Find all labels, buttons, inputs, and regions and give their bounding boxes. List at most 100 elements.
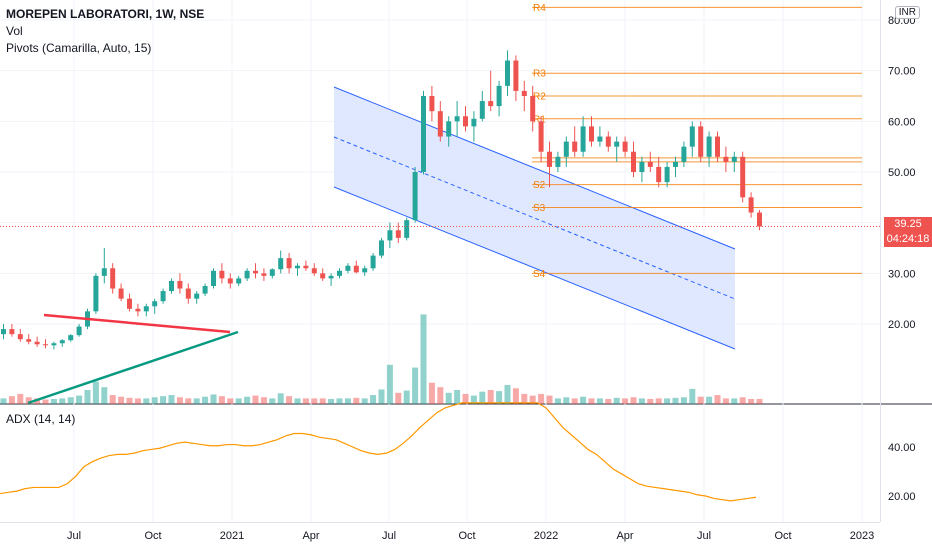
pivots-indicator-label[interactable]: Pivots (Camarilla, Auto, 15) <box>6 41 152 55</box>
volume-bar <box>353 397 360 404</box>
candle-body <box>160 291 166 302</box>
volume-bar <box>50 398 57 404</box>
volume-bar <box>697 396 704 404</box>
candle-body <box>740 156 746 198</box>
candle-body <box>395 230 401 238</box>
channel-fill <box>334 87 735 349</box>
pivot-label-r4: R4 <box>533 3 546 14</box>
volume-bar <box>202 396 209 404</box>
volume-bar <box>479 391 486 404</box>
volume-bar <box>176 397 183 404</box>
candle-body <box>76 326 82 336</box>
currency-label[interactable]: INR <box>894 6 920 19</box>
candle-body <box>311 268 317 274</box>
candle-body <box>253 270 258 274</box>
volume-bar <box>512 388 519 404</box>
candle-body <box>59 340 65 344</box>
volume-bar <box>244 396 251 404</box>
candle-body <box>622 141 628 152</box>
candle-body <box>412 172 418 221</box>
time-tick-label: 2023 <box>850 530 874 542</box>
time-tick-label: Oct <box>774 530 791 542</box>
pivot-label-r1: R1 <box>533 114 546 125</box>
volume-bar <box>84 390 91 404</box>
candle-body <box>43 344 48 346</box>
symbol-title[interactable]: MOREPEN LABORATORI, 1W, NSE <box>6 7 205 21</box>
volume-bar <box>134 398 141 404</box>
volume-bar <box>714 395 721 404</box>
volume-bar <box>731 398 738 404</box>
volume-bar <box>412 367 419 404</box>
volume-bar <box>67 397 74 404</box>
volume-bar <box>613 397 620 404</box>
volume-bar <box>286 396 293 404</box>
candle-body <box>404 220 410 238</box>
candle-body <box>370 255 376 269</box>
volume-bar <box>336 398 343 404</box>
candle-body <box>589 126 594 142</box>
candle-body <box>597 136 603 142</box>
time-tick-label: 2021 <box>220 530 244 542</box>
regression-channel[interactable] <box>333 86 736 350</box>
candle-body <box>723 156 729 162</box>
candle-body <box>572 141 578 152</box>
candle-body <box>614 141 620 147</box>
volume-bar <box>638 398 645 404</box>
candle-body <box>387 230 393 241</box>
candle-body <box>345 265 351 271</box>
candle-body <box>236 278 242 284</box>
volume-bar <box>706 396 713 404</box>
candle-body <box>379 240 384 256</box>
candle-body <box>194 293 200 299</box>
candle-body <box>681 146 687 162</box>
candle-body <box>152 301 158 307</box>
time-tick-label: Jul <box>67 530 81 542</box>
candle-body <box>261 273 267 276</box>
volume-bar <box>571 398 578 404</box>
volume-bar <box>311 398 318 404</box>
time-axis[interactable]: Jul Oct 2021 Apr Jul Oct 2022 Apr Jul Oct 2023 <box>67 530 874 542</box>
volume-bar <box>8 396 15 404</box>
volume-bar <box>395 392 402 404</box>
volume-bars <box>0 314 763 404</box>
candle-body <box>538 121 544 152</box>
time-tick-label: Oct <box>144 530 161 542</box>
volume-bar <box>403 390 410 404</box>
candle-body <box>656 166 662 183</box>
candle-body <box>689 126 695 147</box>
candle-body <box>605 136 611 147</box>
volume-bar <box>655 398 662 404</box>
volume-bar <box>588 398 595 404</box>
candle-body <box>505 60 510 86</box>
volume-bar <box>454 390 461 404</box>
volume-bar <box>563 397 570 404</box>
volume-bar <box>143 398 150 404</box>
volume-bar <box>252 395 259 404</box>
candle-body <box>488 101 494 107</box>
trendlines[interactable] <box>0 225 880 405</box>
volume-bar <box>538 393 545 404</box>
pivot-label-s3: S3 <box>533 203 546 214</box>
channel-median-line <box>333 136 736 300</box>
channel-upper-line <box>333 86 736 250</box>
candle-body <box>555 156 561 167</box>
last-price-badge: 39.25 <box>884 217 932 233</box>
candle-body <box>211 270 216 286</box>
price-tick-label: 30.00 <box>888 268 916 280</box>
volume-bar <box>496 391 503 404</box>
adx-pane[interactable] <box>0 404 880 522</box>
candle-body <box>664 166 670 183</box>
candle-body <box>328 275 334 279</box>
volume-bar <box>227 398 234 404</box>
time-tick-label: Jul <box>697 530 711 542</box>
volume-bar <box>76 395 83 404</box>
adx-indicator-label[interactable]: ADX (14, 14) <box>6 412 76 426</box>
volume-bar <box>361 398 368 404</box>
candle-body <box>647 161 653 167</box>
candle-body <box>68 335 74 341</box>
candle-body <box>639 161 645 172</box>
volume-bar <box>210 394 217 404</box>
volume-indicator-label[interactable]: Vol <box>6 24 23 38</box>
